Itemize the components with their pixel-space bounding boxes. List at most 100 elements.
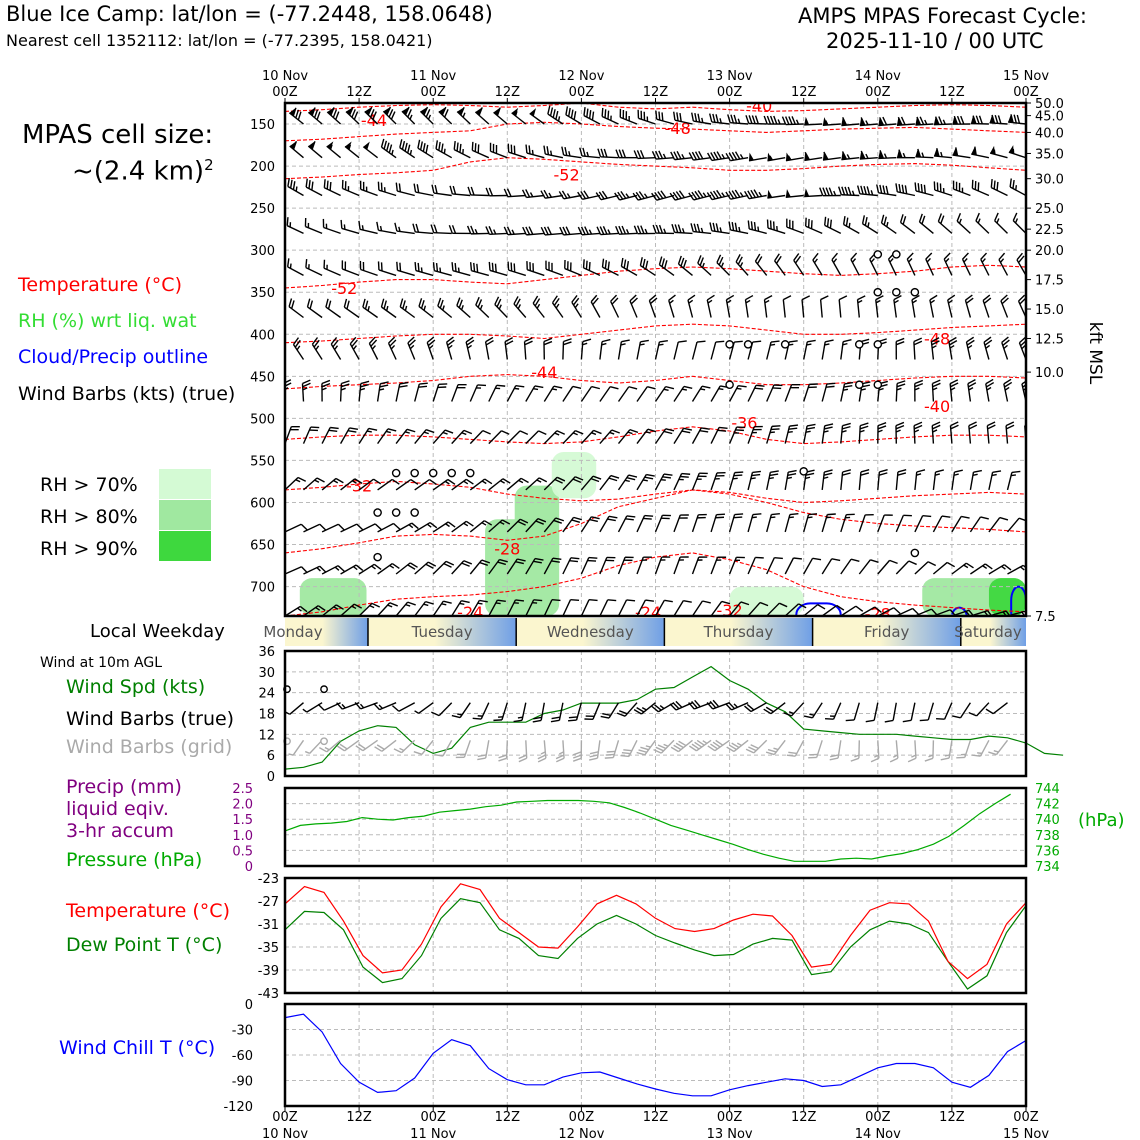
wind-barb: [330, 336, 342, 360]
barb-staff: [673, 600, 684, 616]
barb-flag: [913, 421, 923, 427]
barb-flag: [451, 225, 457, 234]
barb-flag: [610, 474, 620, 479]
barb-flag: [898, 149, 903, 158]
barb-half-flag: [321, 387, 327, 391]
barb-staff: [438, 110, 453, 125]
barb-flag: [696, 223, 701, 233]
barb-flag: [683, 599, 692, 603]
barb-half-flag: [786, 476, 793, 480]
barb-flag: [767, 748, 777, 753]
barb-staff: [488, 430, 502, 445]
barb-flag: [824, 90, 829, 99]
barb-half-flag: [463, 522, 469, 527]
barb-flag: [456, 142, 459, 152]
wind-barb: [321, 477, 344, 491]
rh-patch: [729, 586, 804, 616]
barb-staff: [599, 386, 611, 402]
wind-barb: [340, 219, 360, 235]
wind-barb: [543, 476, 566, 491]
barb-flag: [701, 385, 711, 389]
barb-flag: [801, 295, 811, 301]
barb-flag: [330, 107, 335, 116]
barb-flag: [376, 221, 380, 231]
isotherm-line: [285, 157, 1026, 180]
barb-half-flag: [870, 190, 874, 196]
barb-flag: [709, 113, 713, 123]
barb-half-flag: [386, 305, 389, 311]
wind-barb: [610, 294, 620, 318]
barb-flag: [790, 386, 800, 389]
wind-barb: [525, 144, 545, 159]
barb-flag: [992, 94, 996, 102]
barb-half-flag: [325, 223, 328, 229]
barb-half-flag: [912, 299, 918, 304]
barb-half-flag: [1014, 218, 1019, 224]
barb-half-flag: [367, 305, 370, 311]
barb-flag: [558, 191, 565, 200]
barb-half-flag: [911, 754, 917, 758]
barb-flag: [715, 114, 719, 123]
barb-staff: [1025, 518, 1026, 533]
barb-pennant: [493, 107, 501, 116]
wind-barb: [543, 430, 566, 445]
barb-staff: [285, 523, 302, 533]
barb-flag: [994, 114, 999, 124]
barb-flag: [880, 214, 885, 224]
barb-flag: [525, 144, 528, 154]
bottom-time-label: 00Z: [1013, 1110, 1039, 1125]
wind-barb: [763, 295, 773, 318]
barb-flag: [646, 473, 655, 477]
barb-flag: [937, 213, 943, 222]
barb-half-flag: [514, 111, 518, 117]
wind-barb: [725, 151, 749, 162]
wind-barb: [710, 556, 727, 575]
barb-flag: [670, 746, 679, 753]
barb-flag: [640, 746, 649, 751]
cloud-outline: [795, 602, 842, 616]
barb-half-flag: [750, 477, 756, 480]
wind-barb: [488, 478, 511, 491]
wind-barb: [766, 602, 788, 616]
wind-barb: [964, 294, 974, 318]
barb-half-flag: [460, 305, 464, 311]
barb-flag: [973, 469, 982, 473]
barb-flag: [341, 380, 350, 385]
barb-flag: [674, 224, 679, 233]
wind-barb: [965, 336, 975, 360]
barb-flag: [291, 426, 300, 428]
barb-flag: [643, 556, 652, 558]
barb-flag: [923, 184, 926, 194]
wind-barb: [562, 598, 580, 616]
barb-flag: [786, 754, 796, 757]
barb-flag: [864, 216, 868, 226]
barb-flag: [507, 143, 510, 153]
barb-flag: [932, 379, 941, 385]
wind-barb: [432, 600, 452, 616]
barb-flag: [476, 263, 479, 273]
barb-half-flag: [642, 479, 648, 482]
barb-flag: [353, 603, 362, 609]
barb-flag: [341, 179, 344, 189]
wind-barb: [654, 385, 675, 402]
wind-barb: [896, 607, 920, 616]
barb-flag: [580, 191, 587, 199]
barb-flag: [848, 93, 853, 101]
barb-flag: [290, 300, 295, 309]
barb-flag: [903, 514, 912, 517]
wind-barb: [709, 222, 730, 235]
wind-barb: [624, 103, 638, 104]
barb-half-flag: [829, 715, 835, 717]
wind-barb: [451, 702, 471, 719]
barb-flag: [551, 599, 561, 602]
barb-flag: [605, 753, 615, 756]
barb-flag: [639, 149, 645, 159]
barb-half-flag: [414, 710, 420, 714]
barb-half-flag: [500, 480, 505, 484]
barb-flag: [344, 181, 347, 190]
wind-barb: [952, 147, 971, 159]
wind-barb: [821, 513, 836, 533]
barb-half-flag: [409, 114, 413, 120]
barb-flag: [744, 190, 750, 200]
barb-flag: [958, 182, 961, 192]
